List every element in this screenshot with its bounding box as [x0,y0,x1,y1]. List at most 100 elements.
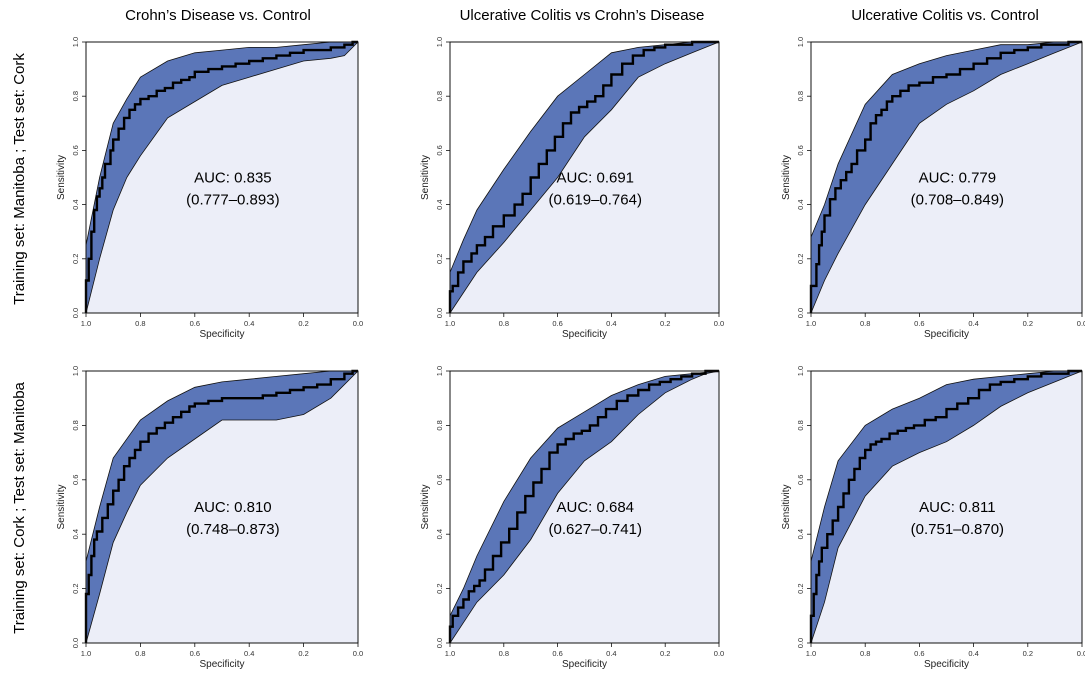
y-tick-label: 0.8 [796,420,805,430]
x-tick-label: 0.8 [135,649,145,658]
x-tick-label: 0.8 [135,319,145,328]
y-tick-label: 0.0 [71,638,80,648]
roc-curve [448,40,719,313]
y-tick-label: 0.2 [796,254,805,264]
roc-panel-1: 1.0 0.8 0.6 0.4 0.2 0.0 0.0 0.2 0.4 0.6 0.8 1.0 Spec… [56,37,363,340]
x-tick-label: 0.2 [1023,319,1033,328]
auc-label: AUC: 0.811 [919,499,995,516]
x-tick-label: 1.0 [806,649,816,658]
confidence-band [86,371,358,643]
y-tick-label: 0.2 [71,583,80,593]
y-axis-label: Sensitivity [420,484,431,529]
y-tick-label: 0.2 [796,583,805,593]
x-tick-label: 0.4 [244,649,254,658]
plot-frame [449,370,720,644]
under-curve-fill [811,42,1082,313]
roc-curve [448,369,719,643]
confidence-band [811,371,1082,643]
ci-upper-line [449,370,720,643]
x-tick-label: 0.8 [499,319,509,328]
y-tick-label: 0.8 [796,91,805,101]
y-tick-label: 0.8 [71,91,80,101]
auc-label: AUC: 0.691 [556,170,634,187]
roc-panels: 1.0 0.8 0.6 0.4 0.2 0.0 0.0 0.2 0.4 0.6 0.8 1.0 Spec… [56,37,1085,670]
y-tick-label: 1.0 [71,37,80,47]
x-axis-label: Specificity [562,659,607,670]
ci-lower-line [85,370,359,644]
under-curve-fill [86,371,358,643]
confidence-band [450,371,719,643]
x-tick-label: 1.0 [806,319,816,328]
ci-lower-line [449,370,720,644]
plot-frame [810,41,1083,314]
y-tick-label: 0.6 [435,475,444,485]
y-tick-label: 0.4 [435,529,444,539]
y-tick-label: 0.0 [435,308,444,318]
auc-label: AUC: 0.684 [556,499,634,516]
under-curve-fill [450,42,719,313]
confidence-band [86,42,358,313]
x-tick-label: 0.6 [914,649,924,658]
x-axis-label: Specificity [924,659,969,670]
y-axis-label: Sensitivity [781,484,792,529]
x-tick-label: 0.4 [606,649,616,658]
x-tick-label: 0.4 [606,319,616,328]
x-tick-label: 1.0 [81,649,91,658]
y-tick-label: 0.8 [71,420,80,430]
x-tick-label: 0.2 [1023,649,1033,658]
ci-upper-line [810,41,1082,313]
x-tick-label: 0.6 [914,319,924,328]
auc-ci-label: (0.777–0.893) [186,192,279,209]
x-tick-label: 0.4 [968,649,978,658]
column-title-2: Ulcerative Colitis vs Crohn’s Disease [460,7,705,24]
ci-lower-line [810,370,1083,644]
y-tick-label: 1.0 [435,366,444,376]
roc-panel-6: 1.0 0.8 0.6 0.4 0.2 0.0 0.0 0.2 0.4 0.6 0.8 1.0 Spec… [781,366,1085,670]
roc-curve [84,40,358,313]
y-tick-label: 0.0 [796,638,805,648]
ci-upper-line [85,370,358,643]
y-axis-label: Sensitivity [781,155,792,200]
ci-upper-line [85,41,358,313]
auc-ci-label: (0.619–0.764) [549,192,642,209]
ci-upper-line [810,370,1082,643]
y-tick-label: 1.0 [435,37,444,47]
y-tick-label: 0.4 [796,529,805,539]
x-tick-label: 0.0 [1077,649,1085,658]
auc-label: AUC: 0.835 [194,170,272,187]
y-tick-label: 0.0 [435,638,444,648]
x-tick-label: 0.6 [552,649,562,658]
x-tick-label: 1.0 [445,319,455,328]
y-tick-label: 1.0 [796,366,805,376]
x-tick-label: 0.4 [968,319,978,328]
y-axis-label: Sensitivity [56,155,67,200]
y-tick-label: 0.6 [435,145,444,155]
column-title-3: Ulcerative Colitis vs. Control [851,7,1039,24]
y-tick-label: 0.4 [796,199,805,209]
plot-frame [85,370,359,644]
roc-panel-5: 1.0 0.8 0.6 0.4 0.2 0.0 0.0 0.2 0.4 0.6 0.8 1.0 Spec… [420,366,724,670]
x-tick-label: 0.6 [190,649,200,658]
x-tick-label: 0.0 [714,319,724,328]
plot-frame [85,41,359,314]
x-tick-label: 0.0 [714,649,724,658]
row-label-2: Training set: Cork ; Test set: Manitoba [11,381,28,633]
x-tick-label: 0.0 [353,319,363,328]
auc-ci-label: (0.627–0.741) [549,521,642,538]
x-axis-label: Specificity [562,329,607,340]
x-axis-label: Specificity [199,329,244,340]
x-tick-label: 0.0 [353,649,363,658]
x-tick-label: 0.4 [244,319,254,328]
y-tick-label: 0.2 [435,254,444,264]
auc-label: AUC: 0.779 [919,170,997,187]
auc-ci-label: (0.751–0.870) [911,521,1004,538]
y-tick-label: 0.4 [71,199,80,209]
x-tick-label: 0.2 [660,649,670,658]
roc-panel-3: 1.0 0.8 0.6 0.4 0.2 0.0 0.0 0.2 0.4 0.6 0.8 1.0 Spec… [781,37,1085,340]
y-axis-label: Sensitivity [56,484,67,529]
under-curve-fill [811,371,1082,643]
x-tick-label: 0.8 [860,319,870,328]
x-axis-label: Specificity [924,329,969,340]
row-label-1: Training set: Manitoba ; Test set: Cork [11,53,28,305]
x-tick-label: 1.0 [81,319,91,328]
